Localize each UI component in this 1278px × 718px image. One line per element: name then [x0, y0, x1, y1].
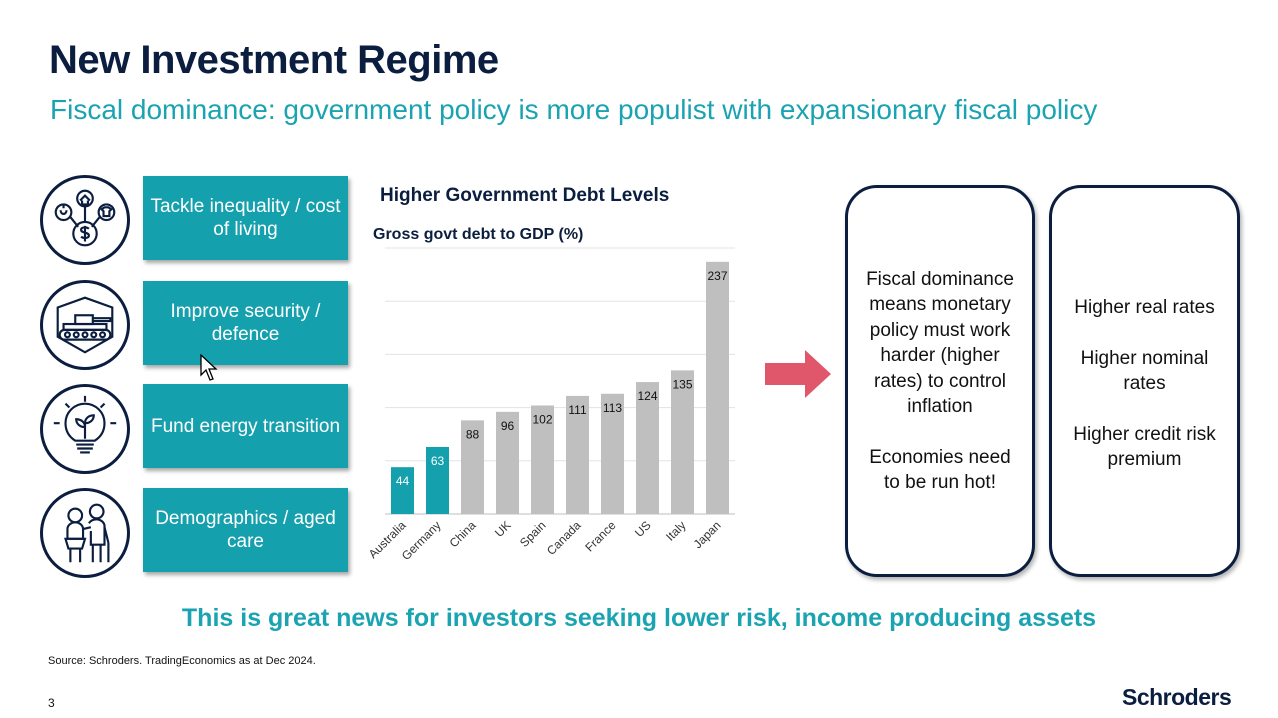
- debt-bar-chart: 44Australia63Germany88China96UK102Spain1…: [366, 247, 735, 563]
- data-label-uk: 96: [501, 419, 515, 433]
- data-label-france: 113: [603, 401, 622, 415]
- nominal-rates-text: Higher nominal rates: [1080, 347, 1209, 395]
- tick-label-uk: UK: [492, 518, 514, 540]
- bar-us: [636, 382, 659, 514]
- cost-of-living-icon: [40, 175, 130, 265]
- tick-label-germany: Germany: [399, 518, 444, 563]
- data-label-canada: 111: [568, 403, 587, 417]
- bar-canada: [566, 395, 589, 514]
- policy-box-demographics: Demographics / aged care: [143, 488, 348, 572]
- fiscal-dominance-text: Fiscal dominance means monetary policy m…: [866, 268, 1014, 418]
- tick-label-france: France: [582, 518, 619, 555]
- bar-australia: [391, 467, 414, 514]
- data-label-germany: 63: [431, 454, 445, 468]
- page-subtitle: Fiscal dominance: government policy is m…: [50, 94, 1098, 125]
- data-label-japan: 237: [707, 269, 727, 283]
- bar-italy: [671, 370, 694, 514]
- policy-box-energy: Fund energy transition: [143, 384, 348, 468]
- schroders-logo: Schroders: [1122, 684, 1232, 710]
- fiscal-dominance-box: Fiscal dominance means monetary policy m…: [845, 185, 1035, 577]
- data-label-italy: 135: [672, 377, 692, 391]
- real-rates-text: Higher real rates: [1074, 297, 1215, 318]
- data-label-spain: 102: [532, 412, 552, 426]
- policy-box-security: Improve security / defence: [143, 281, 348, 365]
- data-label-china: 88: [466, 427, 480, 441]
- credit-risk-text: Higher credit risk premium: [1073, 423, 1216, 471]
- tick-label-us: US: [632, 518, 654, 540]
- page-title: New Investment Regime: [49, 38, 499, 82]
- mouse-cursor-icon: [200, 354, 218, 381]
- bar-uk: [496, 411, 519, 514]
- page-number: 3: [48, 696, 55, 710]
- bar-france: [601, 393, 624, 514]
- tick-label-spain: Spain: [517, 518, 549, 550]
- right-arrow-icon: [765, 350, 831, 398]
- tick-label-china: China: [447, 518, 479, 550]
- rates-box: Higher real rates Higher nominal rates H…: [1049, 185, 1240, 577]
- tick-label-italy: Italy: [663, 518, 688, 543]
- bar-china: [461, 420, 484, 514]
- data-label-australia: 44: [396, 474, 410, 488]
- bar-spain: [531, 405, 554, 514]
- tick-label-canada: Canada: [544, 518, 584, 558]
- policy-box-cost-of-living: Tackle inequality / cost of living: [143, 176, 348, 260]
- bar-japan: [706, 261, 729, 514]
- chart-title: Higher Government Debt Levels: [380, 185, 670, 206]
- data-label-us: 124: [637, 389, 657, 403]
- tick-label-japan: Japan: [691, 518, 724, 551]
- source-note: Source: Schroders. TradingEconomics as a…: [48, 655, 316, 667]
- bar-germany: [426, 446, 449, 514]
- run-hot-text: Economies need to be run hot!: [869, 446, 1011, 494]
- elderly-couple-icon: [40, 488, 130, 578]
- key-message-banner: This is great news for investors seeking…: [181, 604, 1097, 632]
- lightbulb-plant-icon: [40, 384, 130, 474]
- tank-icon: [40, 280, 130, 370]
- chart-y-label: Gross govt debt to GDP (%): [373, 226, 584, 243]
